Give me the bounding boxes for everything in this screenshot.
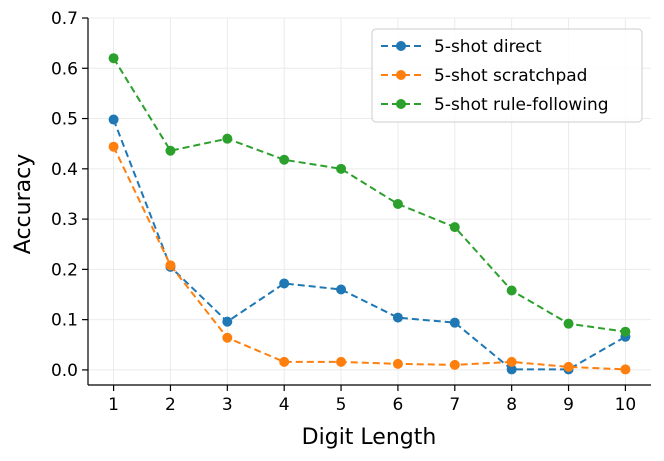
data-point xyxy=(620,326,631,337)
data-point xyxy=(108,114,119,125)
data-point xyxy=(620,364,631,375)
x-tick-label: 5 xyxy=(336,395,347,415)
x-tick-label: 4 xyxy=(279,395,290,415)
data-point xyxy=(222,316,233,327)
x-tick-label: 8 xyxy=(506,395,517,415)
data-point xyxy=(392,358,403,369)
data-point xyxy=(449,317,460,328)
data-point xyxy=(563,318,574,329)
series-2 xyxy=(108,141,631,375)
x-tick-label: 3 xyxy=(222,395,233,415)
x-tick-label: 9 xyxy=(563,395,574,415)
y-tick-label: 0.7 xyxy=(51,9,78,29)
y-tick-label: 0.5 xyxy=(51,110,78,130)
data-point xyxy=(392,312,403,323)
legend-swatch-marker xyxy=(396,41,406,51)
legend-swatch-marker xyxy=(396,70,406,80)
series-3 xyxy=(108,53,631,337)
x-tick-label: 2 xyxy=(165,395,176,415)
data-point xyxy=(506,364,517,375)
data-point xyxy=(279,154,290,165)
legend: 5-shot direct 5-shot scratchpad 5-shot rul… xyxy=(371,28,643,123)
data-point xyxy=(563,361,574,372)
series xyxy=(108,53,631,375)
data-point xyxy=(449,359,460,370)
data-point xyxy=(506,356,517,367)
legend-label: 5-shot direct xyxy=(434,37,542,57)
y-axis-label: Accuracy xyxy=(11,154,36,254)
series-line xyxy=(112,57,626,333)
y-tick-label: 0.3 xyxy=(51,210,78,230)
data-point xyxy=(165,145,176,156)
series-1 xyxy=(108,114,631,375)
x-tick-label: 6 xyxy=(393,395,404,415)
y-tick-label: 0.0 xyxy=(51,361,78,381)
y-tick-label: 0.1 xyxy=(51,311,78,331)
ticks: 0.0 0.1 0.2 0.3 0.4 0.5 0.6 0.7 1 2 3 4 5 6 7 8 9 10 xyxy=(51,9,636,415)
data-point xyxy=(336,284,347,295)
data-point xyxy=(336,356,347,367)
x-tick-label: 1 xyxy=(108,395,119,415)
data-point xyxy=(279,356,290,367)
x-axis-label: Digit Length xyxy=(302,425,437,450)
legend-entry: 5-shot scratchpad xyxy=(381,66,587,86)
data-point xyxy=(279,278,290,289)
legend-entry: 5-shot rule-following xyxy=(381,95,609,115)
legend-label: 5-shot rule-following xyxy=(434,95,609,115)
data-point xyxy=(506,285,517,296)
data-point xyxy=(108,53,119,64)
y-tick-label: 0.2 xyxy=(51,260,78,280)
data-point xyxy=(222,332,233,343)
data-point xyxy=(449,222,460,233)
x-tick-label: 7 xyxy=(449,395,460,415)
series-line xyxy=(112,146,626,371)
y-tick-label: 0.4 xyxy=(51,160,78,180)
legend-swatch-marker xyxy=(396,99,406,109)
data-point xyxy=(336,163,347,174)
legend-entry: 5-shot direct xyxy=(381,37,542,57)
data-point xyxy=(222,133,233,144)
x-tick-label: 10 xyxy=(615,395,637,415)
data-point xyxy=(108,141,119,152)
data-point xyxy=(165,260,176,271)
series-line xyxy=(112,119,626,371)
y-tick-label: 0.6 xyxy=(51,59,78,79)
axes xyxy=(87,18,651,386)
legend-label: 5-shot scratchpad xyxy=(434,66,587,86)
data-point xyxy=(392,199,403,210)
legend-box xyxy=(371,28,643,123)
